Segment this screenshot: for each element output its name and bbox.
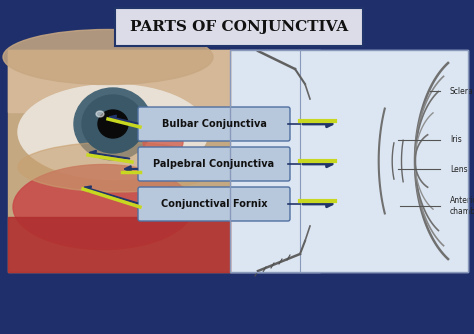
Ellipse shape	[74, 88, 152, 160]
Ellipse shape	[143, 127, 183, 157]
Text: Palpebral Conjunctiva: Palpebral Conjunctiva	[154, 159, 274, 169]
Text: Sclera: Sclera	[450, 87, 474, 96]
Ellipse shape	[98, 110, 128, 138]
Text: PARTS OF CONJUNCTIVA: PARTS OF CONJUNCTIVA	[130, 20, 348, 34]
Text: Iris: Iris	[450, 136, 462, 145]
Bar	[8, 50, 230, 112]
Ellipse shape	[3, 29, 213, 85]
Ellipse shape	[96, 111, 104, 117]
Text: Lens: Lens	[450, 165, 468, 173]
Text: Anterior
chamber: Anterior chamber	[450, 196, 474, 216]
FancyBboxPatch shape	[115, 8, 363, 46]
FancyBboxPatch shape	[138, 107, 290, 141]
Ellipse shape	[18, 85, 208, 179]
Ellipse shape	[13, 165, 193, 249]
Bar	[230, 50, 320, 272]
Text: Bulbar Conjunctiva: Bulbar Conjunctiva	[162, 119, 266, 129]
Bar	[230, 50, 468, 272]
Ellipse shape	[82, 95, 144, 153]
Ellipse shape	[18, 142, 218, 192]
Bar	[8, 217, 230, 272]
FancyBboxPatch shape	[138, 147, 290, 181]
Bar	[8, 50, 230, 272]
Bar	[8, 50, 230, 272]
Text: Conjunctival Fornix: Conjunctival Fornix	[161, 199, 267, 209]
FancyBboxPatch shape	[138, 187, 290, 221]
Bar	[230, 50, 468, 272]
